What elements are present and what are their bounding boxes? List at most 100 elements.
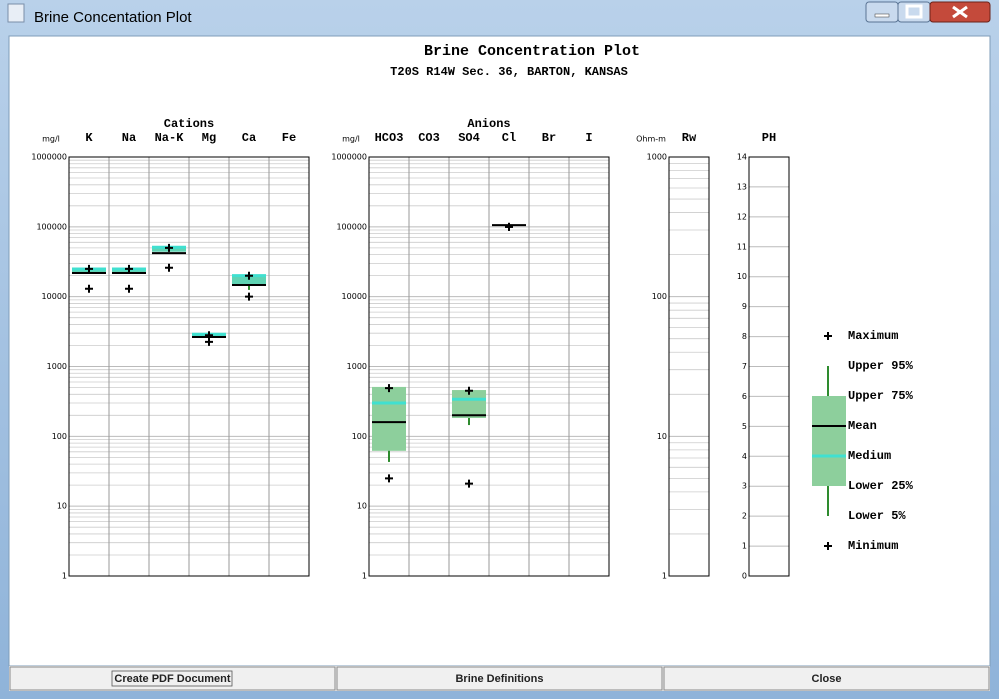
y-tick-label: 5	[742, 422, 747, 431]
y-tick-label: 100000	[36, 222, 67, 231]
legend-label: Upper 75%	[848, 389, 914, 403]
y-tick-label: 2	[742, 512, 747, 521]
legend-label: Lower 25%	[848, 479, 914, 493]
y-tick-label: 8	[742, 332, 747, 341]
min-marker	[465, 479, 473, 488]
column-header: Rw	[682, 131, 697, 145]
y-tick-label: 100	[52, 432, 67, 441]
button-label[interactable]: Brine Definitions	[455, 673, 543, 685]
group-title: Cations	[164, 117, 214, 131]
y-tick-label: 10000	[42, 292, 67, 301]
button-label[interactable]: Create PDF Document	[114, 673, 230, 685]
minimize-button[interactable]	[865, 1, 899, 23]
y-tick-label: 12	[737, 212, 747, 221]
y-tick-label: 1000000	[331, 153, 367, 162]
column-header: CO3	[418, 131, 440, 145]
y-tick-label: 1	[662, 572, 667, 581]
unit-label: mg/l	[42, 135, 60, 144]
legend-label: Medium	[848, 449, 891, 463]
y-tick-label: 1	[362, 572, 367, 581]
column-header: Mg	[202, 131, 216, 145]
y-tick-label: 100	[352, 432, 367, 441]
plot-frame	[368, 156, 610, 577]
y-tick-label: 0	[742, 572, 747, 581]
legend-label: Maximum	[848, 329, 898, 343]
y-tick-label: 6	[742, 392, 747, 401]
button[interactable]	[663, 666, 990, 691]
group-title: Anions	[467, 117, 510, 131]
y-tick-label: 11	[737, 242, 747, 251]
y-tick-label: 10	[57, 502, 67, 511]
legend-label: Lower 5%	[848, 509, 906, 523]
column-header: Br	[542, 131, 556, 145]
unit-label: Ohm-m	[636, 135, 666, 144]
plot-frame	[68, 156, 310, 577]
min-marker	[85, 284, 93, 293]
min-marker	[125, 284, 133, 293]
legend-marker	[824, 332, 832, 550]
y-tick-label: 1	[62, 572, 67, 581]
y-tick-label: 14	[737, 153, 747, 162]
y-tick-label: 10000	[342, 292, 367, 301]
box	[372, 386, 406, 451]
min-marker	[245, 292, 253, 301]
legend-label: Mean	[848, 419, 877, 433]
y-tick-label: 1000000	[31, 153, 67, 162]
min-marker	[205, 337, 213, 346]
max-marker	[165, 243, 173, 252]
y-tick-label: 4	[742, 452, 747, 461]
column-header: PH	[762, 131, 776, 145]
column-header: SO4	[458, 131, 480, 145]
y-tick-label: 1000	[47, 362, 67, 371]
y-tick-label: 100000	[336, 222, 367, 231]
close-icon	[952, 5, 968, 19]
y-tick-label: 9	[742, 302, 747, 311]
y-tick-label: 10	[737, 272, 747, 281]
minimize-icon	[874, 13, 890, 18]
y-tick-label: 10	[657, 432, 667, 441]
content-area	[8, 35, 991, 667]
unit-label: mg/l	[342, 135, 360, 144]
column-header: Na-K	[155, 131, 185, 145]
column-header: Fe	[282, 131, 296, 145]
min-marker	[505, 222, 513, 231]
legend: Maximum Upper 95% Upper 75% Mean Medium Lower…	[812, 329, 914, 553]
column-header: Cl	[502, 131, 516, 145]
y-tick-label: 1000	[347, 362, 367, 371]
column-header: Ca	[242, 131, 256, 145]
plot-subtitle: T20S R14W Sec. 36, BARTON, KANSAS	[390, 65, 628, 79]
legend-label: Upper 95%	[848, 359, 914, 373]
max-marker	[85, 264, 93, 273]
legend-box	[812, 396, 846, 486]
legend-label: Minimum	[848, 539, 898, 553]
y-tick-label: 10	[357, 502, 367, 511]
min-marker	[165, 263, 173, 272]
y-tick-label: 1000	[647, 153, 667, 162]
max-marker	[245, 271, 253, 280]
min-marker	[385, 474, 393, 483]
column-header: HCO3	[375, 131, 404, 145]
y-tick-label: 100	[652, 292, 667, 301]
max-marker	[385, 384, 393, 393]
button[interactable]	[336, 666, 663, 691]
app-icon	[7, 3, 25, 23]
y-tick-label: 13	[737, 182, 747, 191]
button[interactable]	[9, 666, 336, 691]
column-header: K	[85, 131, 93, 145]
column-header: I	[585, 131, 592, 145]
button-label[interactable]: Close	[812, 673, 842, 685]
maximize-icon	[905, 4, 923, 19]
y-tick-label: 3	[742, 482, 747, 491]
max-marker	[465, 386, 473, 395]
column-header: Na	[122, 131, 136, 145]
box	[232, 274, 266, 285]
y-tick-label: 1	[742, 542, 747, 551]
plot-title: Brine Concentration Plot	[424, 43, 640, 60]
button-focus	[111, 670, 233, 687]
plot-frame	[668, 156, 710, 577]
max-marker	[125, 264, 133, 273]
window-title: Brine Concentation Plot	[34, 9, 192, 26]
plot-frame	[748, 156, 790, 577]
